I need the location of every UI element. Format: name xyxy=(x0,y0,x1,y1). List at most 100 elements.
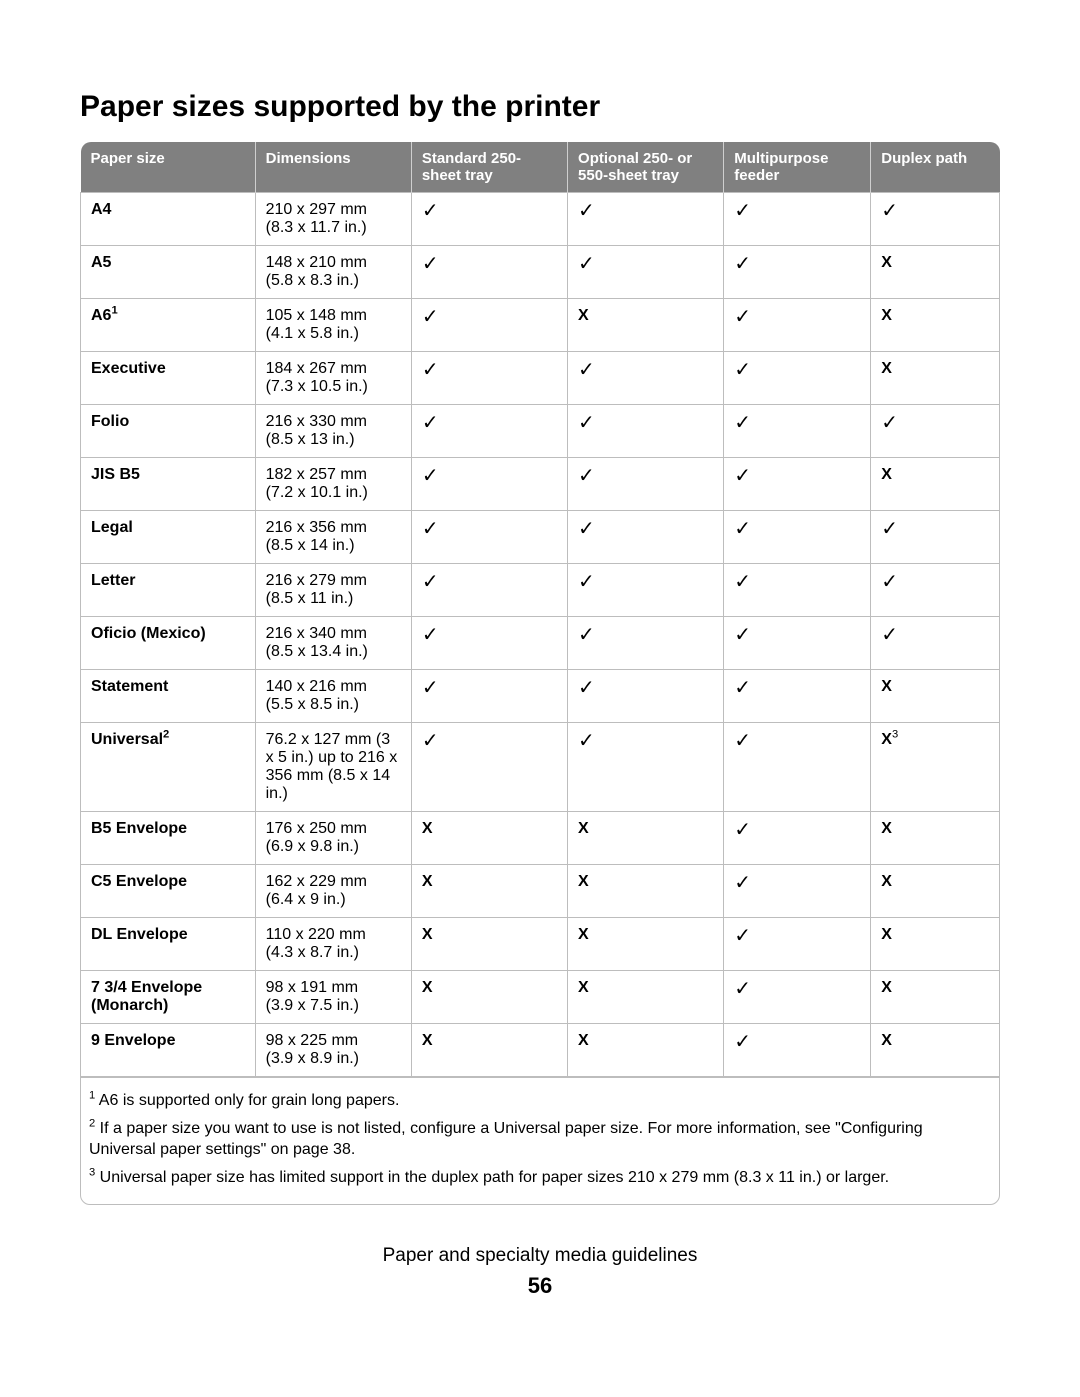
table-row: Statement140 x 216 mm(5.5 x 8.5 in.)✓✓✓X xyxy=(81,670,1000,723)
table-row: C5 Envelope162 x 229 mm(6.4 x 9 in.)XX✓X xyxy=(81,865,1000,918)
cell-duplex: ✓ xyxy=(871,617,1000,670)
table-row: DL Envelope110 x 220 mm(4.3 x 8.7 in.)XX… xyxy=(81,918,1000,971)
cell-dimensions: 140 x 216 mm(5.5 x 8.5 in.) xyxy=(255,670,411,723)
cell-standard-tray: ✓ xyxy=(411,193,567,246)
col-header-paper-size: Paper size xyxy=(81,142,256,193)
cell-paper-size: Executive xyxy=(81,352,256,405)
cell-standard-tray: ✓ xyxy=(411,670,567,723)
table-row: A5148 x 210 mm(5.8 x 8.3 in.)✓✓✓X xyxy=(81,246,1000,299)
footnotes: 1 A6 is supported only for grain long pa… xyxy=(80,1077,1000,1205)
cell-optional-tray: X xyxy=(568,812,724,865)
cell-dimensions: 216 x 356 mm(8.5 x 14 in.) xyxy=(255,511,411,564)
col-header-standard-tray: Standard 250-sheet tray xyxy=(411,142,567,193)
cell-paper-size: C5 Envelope xyxy=(81,865,256,918)
cell-mp-feeder: ✓ xyxy=(724,1024,871,1077)
cell-standard-tray: ✓ xyxy=(411,352,567,405)
cell-optional-tray: X xyxy=(568,918,724,971)
cell-dimensions: 110 x 220 mm(4.3 x 8.7 in.) xyxy=(255,918,411,971)
cell-mp-feeder: ✓ xyxy=(724,511,871,564)
page-number: 56 xyxy=(80,1273,1000,1299)
table-row: B5 Envelope176 x 250 mm(6.9 x 9.8 in.)XX… xyxy=(81,812,1000,865)
cell-dimensions: 216 x 340 mm(8.5 x 13.4 in.) xyxy=(255,617,411,670)
table-row: A4210 x 297 mm(8.3 x 11.7 in.)✓✓✓✓ xyxy=(81,193,1000,246)
cell-duplex: ✓ xyxy=(871,511,1000,564)
cell-optional-tray: ✓ xyxy=(568,405,724,458)
cell-optional-tray: ✓ xyxy=(568,617,724,670)
cell-standard-tray: X xyxy=(411,971,567,1024)
cell-standard-tray: X xyxy=(411,918,567,971)
cell-dimensions: 184 x 267 mm(7.3 x 10.5 in.) xyxy=(255,352,411,405)
cell-optional-tray: X xyxy=(568,1024,724,1077)
section-footer: Paper and specialty media guidelines xyxy=(80,1245,1000,1267)
cell-optional-tray: ✓ xyxy=(568,458,724,511)
cell-duplex: X xyxy=(871,971,1000,1024)
table-row: Executive184 x 267 mm(7.3 x 10.5 in.)✓✓✓… xyxy=(81,352,1000,405)
cell-optional-tray: ✓ xyxy=(568,564,724,617)
cell-paper-size: A5 xyxy=(81,246,256,299)
cell-duplex: ✓ xyxy=(871,193,1000,246)
table-row: 9 Envelope98 x 225 mm(3.9 x 8.9 in.)XX✓X xyxy=(81,1024,1000,1077)
cell-duplex: X xyxy=(871,918,1000,971)
cell-optional-tray: X xyxy=(568,865,724,918)
cell-dimensions: 176 x 250 mm(6.9 x 9.8 in.) xyxy=(255,812,411,865)
cell-standard-tray: ✓ xyxy=(411,299,567,352)
cell-paper-size: JIS B5 xyxy=(81,458,256,511)
cell-standard-tray: ✓ xyxy=(411,617,567,670)
cell-mp-feeder: ✓ xyxy=(724,723,871,812)
cell-mp-feeder: ✓ xyxy=(724,617,871,670)
cell-paper-size: 7 3/4 Envelope (Monarch) xyxy=(81,971,256,1024)
cell-mp-feeder: ✓ xyxy=(724,865,871,918)
cell-duplex: X xyxy=(871,299,1000,352)
col-header-optional-tray: Optional 250- or 550-sheet tray xyxy=(568,142,724,193)
cell-standard-tray: X xyxy=(411,865,567,918)
table-row: Letter216 x 279 mm(8.5 x 11 in.)✓✓✓✓ xyxy=(81,564,1000,617)
cell-mp-feeder: ✓ xyxy=(724,458,871,511)
cell-paper-size: Folio xyxy=(81,405,256,458)
cell-standard-tray: ✓ xyxy=(411,405,567,458)
cell-mp-feeder: ✓ xyxy=(724,193,871,246)
cell-paper-size: Legal xyxy=(81,511,256,564)
cell-optional-tray: ✓ xyxy=(568,670,724,723)
cell-standard-tray: ✓ xyxy=(411,723,567,812)
cell-mp-feeder: ✓ xyxy=(724,971,871,1024)
cell-dimensions: 98 x 225 mm(3.9 x 8.9 in.) xyxy=(255,1024,411,1077)
page-title: Paper sizes supported by the printer xyxy=(80,90,1000,124)
cell-duplex: X xyxy=(871,1024,1000,1077)
cell-paper-size: B5 Envelope xyxy=(81,812,256,865)
cell-standard-tray: ✓ xyxy=(411,511,567,564)
cell-duplex: X3 xyxy=(871,723,1000,812)
cell-mp-feeder: ✓ xyxy=(724,918,871,971)
cell-paper-size: Statement xyxy=(81,670,256,723)
cell-optional-tray: ✓ xyxy=(568,511,724,564)
cell-dimensions: 76.2 x 127 mm (3 x 5 in.) up to 216 x 35… xyxy=(255,723,411,812)
col-header-dimensions: Dimensions xyxy=(255,142,411,193)
cell-optional-tray: ✓ xyxy=(568,193,724,246)
cell-dimensions: 148 x 210 mm(5.8 x 8.3 in.) xyxy=(255,246,411,299)
cell-dimensions: 210 x 297 mm(8.3 x 11.7 in.) xyxy=(255,193,411,246)
table-row: A61105 x 148 mm(4.1 x 5.8 in.)✓X✓X xyxy=(81,299,1000,352)
cell-dimensions: 105 x 148 mm(4.1 x 5.8 in.) xyxy=(255,299,411,352)
table-row: Folio216 x 330 mm(8.5 x 13 in.)✓✓✓✓ xyxy=(81,405,1000,458)
cell-paper-size: 9 Envelope xyxy=(81,1024,256,1077)
cell-standard-tray: ✓ xyxy=(411,564,567,617)
cell-duplex: X xyxy=(871,812,1000,865)
cell-optional-tray: ✓ xyxy=(568,723,724,812)
cell-duplex: X xyxy=(871,246,1000,299)
cell-standard-tray: ✓ xyxy=(411,458,567,511)
cell-mp-feeder: ✓ xyxy=(724,299,871,352)
footnote-2: 2 If a paper size you want to use is not… xyxy=(89,1118,991,1161)
paper-sizes-table: Paper size Dimensions Standard 250-sheet… xyxy=(80,142,1000,1077)
cell-paper-size: A61 xyxy=(81,299,256,352)
cell-paper-size: DL Envelope xyxy=(81,918,256,971)
table-row: Legal216 x 356 mm(8.5 x 14 in.)✓✓✓✓ xyxy=(81,511,1000,564)
cell-dimensions: 216 x 330 mm(8.5 x 13 in.) xyxy=(255,405,411,458)
cell-standard-tray: ✓ xyxy=(411,246,567,299)
col-header-mp-feeder: Multipurpose feeder xyxy=(724,142,871,193)
col-header-duplex: Duplex path xyxy=(871,142,1000,193)
cell-optional-tray: X xyxy=(568,971,724,1024)
cell-paper-size: Letter xyxy=(81,564,256,617)
cell-duplex: X xyxy=(871,865,1000,918)
cell-mp-feeder: ✓ xyxy=(724,246,871,299)
table-row: Oficio (Mexico)216 x 340 mm(8.5 x 13.4 i… xyxy=(81,617,1000,670)
cell-standard-tray: X xyxy=(411,812,567,865)
